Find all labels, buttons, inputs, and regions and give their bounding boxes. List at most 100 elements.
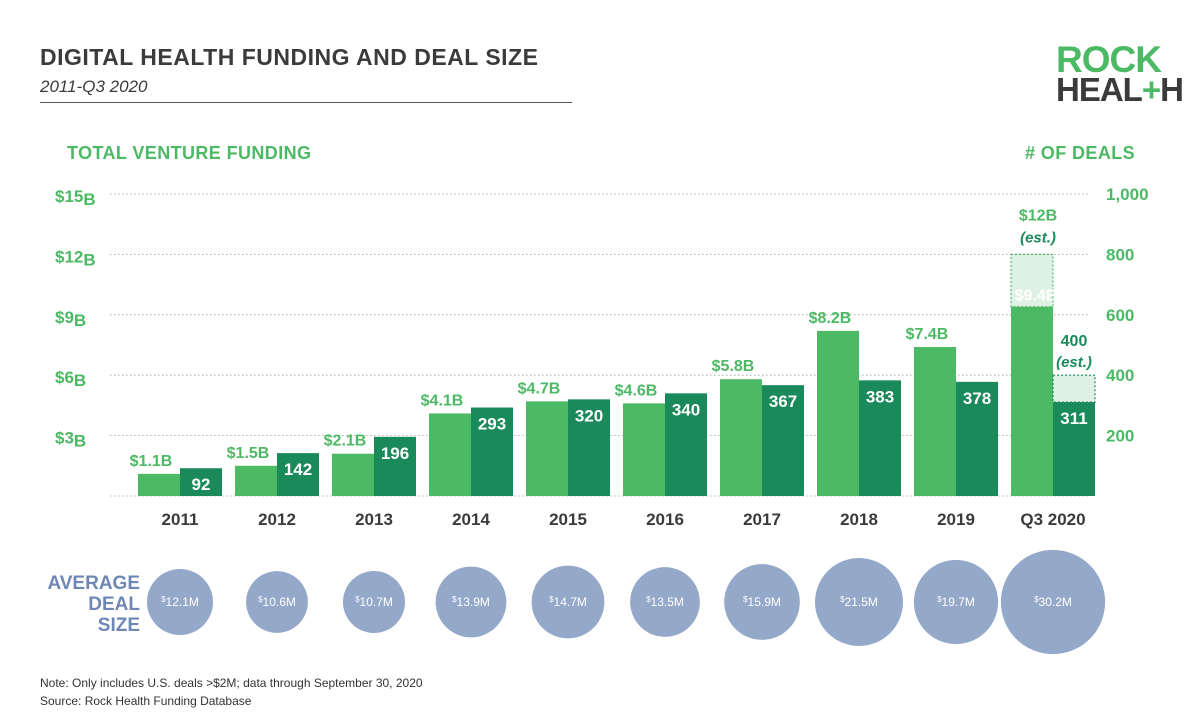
funding-bar bbox=[526, 401, 568, 496]
deals-bar bbox=[471, 407, 513, 496]
average-deal-size-value: $15.9M bbox=[743, 595, 781, 609]
deals-value-label: 383 bbox=[866, 387, 894, 406]
deals-value-label: 367 bbox=[769, 392, 797, 411]
deals-bar bbox=[374, 436, 416, 496]
funding-bar bbox=[623, 403, 665, 496]
deals-value-label: 92 bbox=[192, 475, 211, 494]
funding-bar bbox=[817, 330, 859, 496]
right-axis-tick-label: 200 bbox=[1106, 427, 1134, 446]
average-deal-size-bubble bbox=[1000, 549, 1106, 655]
deals-value-label: 142 bbox=[284, 460, 312, 479]
logo-line-1: ROCK bbox=[1056, 39, 1162, 80]
right-axis-tick-label: 600 bbox=[1106, 306, 1134, 325]
funding-value-label: $2.1B bbox=[324, 433, 367, 450]
funding-value-label: $8.2B bbox=[809, 310, 852, 327]
left-axis-title: TOTAL VENTURE FUNDING bbox=[67, 143, 312, 163]
funding-bar bbox=[235, 465, 277, 496]
average-deal-size-bubble bbox=[435, 566, 507, 638]
funding-bar bbox=[138, 473, 180, 496]
category-label: 2018 bbox=[840, 510, 878, 529]
category-label: 2017 bbox=[743, 510, 781, 529]
category-label: 2014 bbox=[452, 510, 490, 529]
funding-bar bbox=[914, 347, 956, 496]
left-axis-tick-label: $3B bbox=[55, 429, 86, 451]
deals-bar bbox=[1053, 402, 1095, 496]
deals-value-label: 378 bbox=[963, 389, 991, 408]
footnote-source: Source: Rock Health Funding Database bbox=[40, 694, 252, 708]
funding-value-label: $4.1B bbox=[421, 392, 464, 409]
funding-estimate-label: $12B bbox=[1019, 207, 1057, 224]
funding-bar bbox=[429, 413, 471, 496]
footnote-note: Note: Only includes U.S. deals >$2M; dat… bbox=[40, 676, 423, 690]
average-deal-size-value: $10.6M bbox=[258, 595, 296, 609]
deals-bar bbox=[568, 399, 610, 496]
deals-bar bbox=[665, 393, 707, 496]
right-axis-tick-label: 800 bbox=[1106, 245, 1134, 264]
average-deal-size-label-line: DEAL bbox=[88, 593, 140, 615]
funding-bar bbox=[720, 379, 762, 496]
deals-value-label: 340 bbox=[672, 400, 700, 419]
deals-value-label: 293 bbox=[478, 415, 506, 434]
funding-value-label: $9.4B bbox=[1015, 288, 1058, 305]
deals-bar bbox=[277, 453, 319, 496]
category-label: 2012 bbox=[258, 510, 296, 529]
right-axis-title: # OF DEALS bbox=[1025, 143, 1136, 163]
category-label: 2011 bbox=[162, 510, 199, 529]
average-deal-size-value: $12.1M bbox=[161, 595, 199, 609]
left-axis-tick-label: $9B bbox=[55, 308, 86, 330]
average-deal-size-value: $13.9M bbox=[452, 595, 490, 609]
deals-value-label: 311 bbox=[1060, 409, 1087, 428]
category-label: Q3 2020 bbox=[1020, 510, 1085, 529]
funding-value-label: $5.8B bbox=[712, 358, 755, 375]
funding-bar bbox=[1011, 306, 1053, 496]
logo-line-2: HEAL+H bbox=[1056, 70, 1184, 108]
average-deal-size-bubble bbox=[724, 564, 800, 640]
deals-bar bbox=[180, 468, 222, 496]
left-axis-tick-label: $15B bbox=[55, 187, 96, 209]
chart-subtitle: 2011-Q3 2020 bbox=[40, 77, 148, 96]
category-label: 2013 bbox=[355, 510, 393, 529]
average-deal-size-bubble bbox=[342, 570, 406, 634]
deals-value-label: 320 bbox=[575, 406, 603, 425]
funding-value-label: $4.7B bbox=[518, 380, 561, 397]
average-deal-size-value: $13.5M bbox=[646, 595, 684, 609]
average-deal-size-bubble bbox=[630, 567, 700, 637]
average-deal-size-label-line: AVERAGE bbox=[47, 573, 140, 594]
deals-value-label: 196 bbox=[381, 444, 409, 463]
funding-value-label: $1.5B bbox=[227, 445, 270, 462]
average-deal-size-bubble bbox=[815, 558, 903, 646]
deals-estimate-note: (est.) bbox=[1056, 354, 1092, 371]
average-deal-size-bubble bbox=[913, 559, 999, 645]
funding-estimate-note: (est.) bbox=[1020, 229, 1056, 246]
rock-health-logo: ROCK HEAL+H bbox=[1056, 39, 1184, 108]
left-axis-tick-label: $6B bbox=[55, 368, 86, 390]
chart-title: DIGITAL HEALTH FUNDING AND DEAL SIZE bbox=[40, 44, 539, 70]
funding-value-label: $1.1B bbox=[130, 453, 173, 470]
average-deal-size-bubble bbox=[246, 571, 308, 633]
footnote: Note: Only includes U.S. deals >$2M; dat… bbox=[40, 674, 423, 710]
category-label: 2019 bbox=[937, 510, 975, 529]
category-label: 2015 bbox=[549, 510, 587, 529]
average-deal-size-label-line: SIZE bbox=[97, 614, 140, 636]
average-deal-size-value: $10.7M bbox=[355, 595, 393, 609]
average-deal-size-bubble bbox=[147, 569, 213, 635]
deals-bar bbox=[956, 381, 998, 496]
average-deal-size-value: $14.7M bbox=[549, 595, 587, 609]
left-axis-tick-label: $12B bbox=[55, 247, 96, 269]
category-label: 2016 bbox=[646, 510, 684, 529]
deals-estimate-bar bbox=[1052, 374, 1096, 403]
right-axis-tick-label: 1,000 bbox=[1106, 185, 1149, 204]
average-deal-size-bubble bbox=[531, 565, 605, 639]
funding-value-label: $4.6B bbox=[615, 382, 658, 399]
title-divider bbox=[40, 102, 572, 103]
funding-estimate-bar bbox=[1010, 253, 1054, 308]
deals-bar bbox=[762, 385, 804, 496]
average-deal-size-value: $19.7M bbox=[937, 595, 975, 609]
funding-value-label: $7.4B bbox=[906, 326, 949, 343]
deals-estimate-label: 400 bbox=[1061, 333, 1088, 350]
average-deal-size-label: AVERAGE DEAL SIZE bbox=[40, 573, 140, 637]
right-axis-tick-label: 400 bbox=[1106, 366, 1134, 385]
average-deal-size-value: $21.5M bbox=[840, 595, 878, 609]
funding-bar bbox=[332, 453, 374, 496]
